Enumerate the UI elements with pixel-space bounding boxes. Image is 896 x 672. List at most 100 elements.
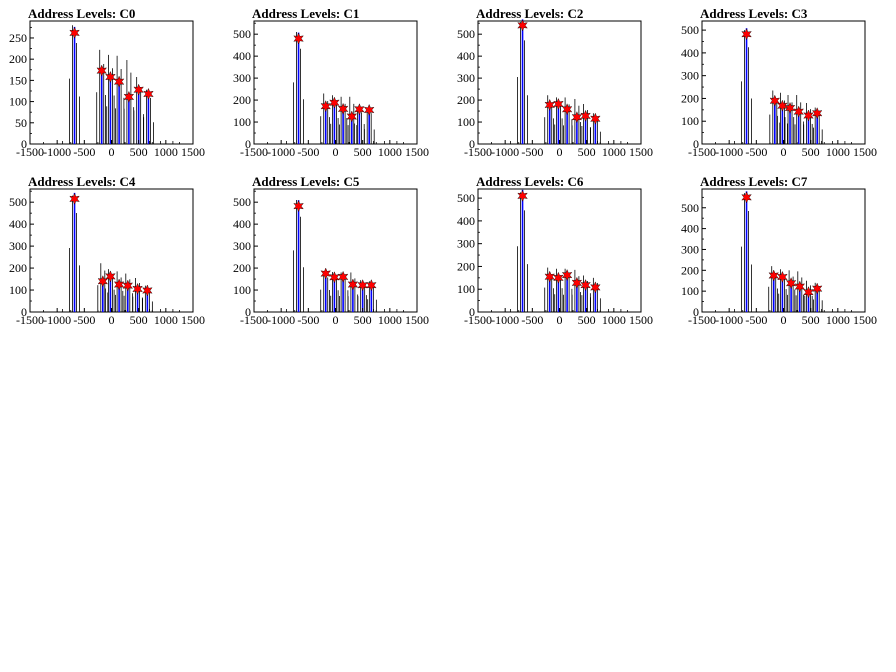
x-tick-label: 0	[557, 145, 563, 159]
y-tick-label: 200	[233, 93, 251, 107]
y-tick-label: 300	[457, 71, 475, 85]
peak-marker	[741, 28, 752, 41]
x-tick-label: -1500	[16, 145, 44, 159]
x-tick-label: 1500	[853, 145, 877, 159]
chart-title: Address Levels: C4	[28, 174, 136, 189]
y-tick-label: 0	[469, 137, 475, 151]
plot-frame	[477, 188, 642, 313]
peak-marker	[354, 103, 365, 116]
x-tick-label: -1000	[43, 145, 71, 159]
peak-marker	[105, 70, 116, 84]
peak-marker	[143, 87, 154, 100]
y-tick-label: 500	[457, 27, 475, 41]
y-tick-label: 100	[233, 115, 251, 129]
x-tick-label: -1500	[688, 145, 716, 159]
y-tick-label: 100	[9, 283, 27, 297]
peak-marker	[105, 270, 116, 283]
y-tick-label: 100	[681, 284, 699, 298]
peak-marker	[113, 75, 125, 88]
y-tick-label: 300	[233, 239, 251, 253]
y-tick-label: 500	[457, 191, 475, 205]
x-tick-label: 500	[354, 145, 372, 159]
y-tick-label: 0	[469, 305, 475, 319]
x-tick-label: 500	[578, 313, 596, 327]
histogram-panel-c0: Address Levels: C0 0 50 100 150 200 250 -1500 -1…	[9, 6, 205, 159]
peak-marker	[741, 191, 752, 204]
plot-frame	[701, 188, 866, 313]
peak-marker	[590, 112, 601, 125]
y-tick-label: 100	[457, 282, 475, 296]
peak-marker	[320, 100, 331, 113]
peak-marker	[329, 96, 340, 109]
peak-marker	[590, 281, 601, 294]
x-tick-label: 500	[130, 145, 148, 159]
peak-marker	[123, 90, 135, 103]
peak-marker	[777, 99, 788, 112]
peak-marker	[769, 94, 781, 107]
x-tick-label: -1000	[267, 145, 295, 159]
y-tick-label: 100	[9, 95, 27, 109]
peak-marker	[293, 32, 304, 45]
peak-marker	[293, 200, 304, 213]
peak-marker	[571, 276, 583, 289]
x-tick-label: -1500	[688, 313, 716, 327]
peak-marker	[777, 270, 788, 284]
y-tick-label: 300	[681, 69, 699, 83]
y-tick-label: 400	[457, 49, 475, 63]
peak-marker	[784, 101, 796, 115]
peak-marker	[553, 271, 564, 284]
y-tick-label: 100	[233, 283, 251, 297]
peak-marker	[363, 103, 375, 116]
y-tick-label: 0	[21, 137, 27, 151]
y-tick-label: 500	[9, 195, 27, 209]
y-tick-label: 300	[9, 239, 27, 253]
histogram-panel-c1: Address Levels: C10100200300400500-1500-…	[233, 6, 429, 159]
peak-marker	[96, 64, 107, 77]
peak-marker	[337, 270, 349, 283]
peak-marker	[580, 109, 591, 122]
peak-marker	[561, 103, 573, 116]
y-tick-label: 500	[233, 195, 251, 209]
peak-marker	[113, 278, 125, 291]
peak-marker	[320, 267, 331, 280]
peak-marker	[544, 270, 555, 283]
x-tick-label: 1000	[154, 145, 178, 159]
y-tick-label: 200	[9, 52, 27, 66]
y-tick-label: 250	[9, 31, 27, 45]
y-tick-label: 150	[9, 73, 27, 87]
chart-title: Address Levels: C3	[700, 6, 808, 21]
peak-marker	[69, 192, 80, 205]
x-tick-label: 500	[802, 145, 820, 159]
histogram-panel-c7: Address Levels: C70100200300400500-1500-…	[681, 174, 877, 327]
chart-title: Address Levels: C1	[252, 6, 359, 21]
histogram-panel-c2: Address Levels: C20100200300400500-1500-…	[457, 6, 653, 159]
x-tick-label: 0	[333, 313, 339, 327]
x-tick-label: 1500	[629, 313, 653, 327]
histogram-panel-c5: Address Levels: C50100200300400500-1500-…	[233, 174, 429, 327]
y-tick-label: 500	[681, 23, 699, 37]
peak-marker	[347, 278, 359, 291]
x-tick-label: 0	[557, 313, 563, 327]
y-tick-label: 200	[9, 261, 27, 275]
y-tick-label: 50	[15, 116, 27, 130]
peak-marker	[132, 282, 143, 295]
peak-marker	[793, 105, 804, 118]
x-tick-label: -1500	[464, 313, 492, 327]
peak-marker	[553, 97, 564, 111]
x-tick-label: 0	[781, 145, 787, 159]
peak-marker	[580, 279, 591, 292]
y-tick-label: 300	[457, 237, 475, 251]
peak-marker	[69, 26, 80, 39]
x-tick-label: -1500	[464, 145, 492, 159]
x-tick-label: 1000	[602, 145, 626, 159]
peak-marker	[561, 269, 573, 282]
x-tick-label: 1000	[378, 145, 402, 159]
peak-marker	[122, 279, 134, 292]
x-tick-label: 0	[781, 313, 787, 327]
peak-marker	[803, 286, 814, 299]
y-tick-label: 400	[9, 217, 27, 231]
y-tick-label: 400	[233, 49, 251, 63]
y-tick-label: 400	[233, 217, 251, 231]
x-tick-label: 1500	[405, 145, 429, 159]
x-tick-label: 1500	[629, 145, 653, 159]
